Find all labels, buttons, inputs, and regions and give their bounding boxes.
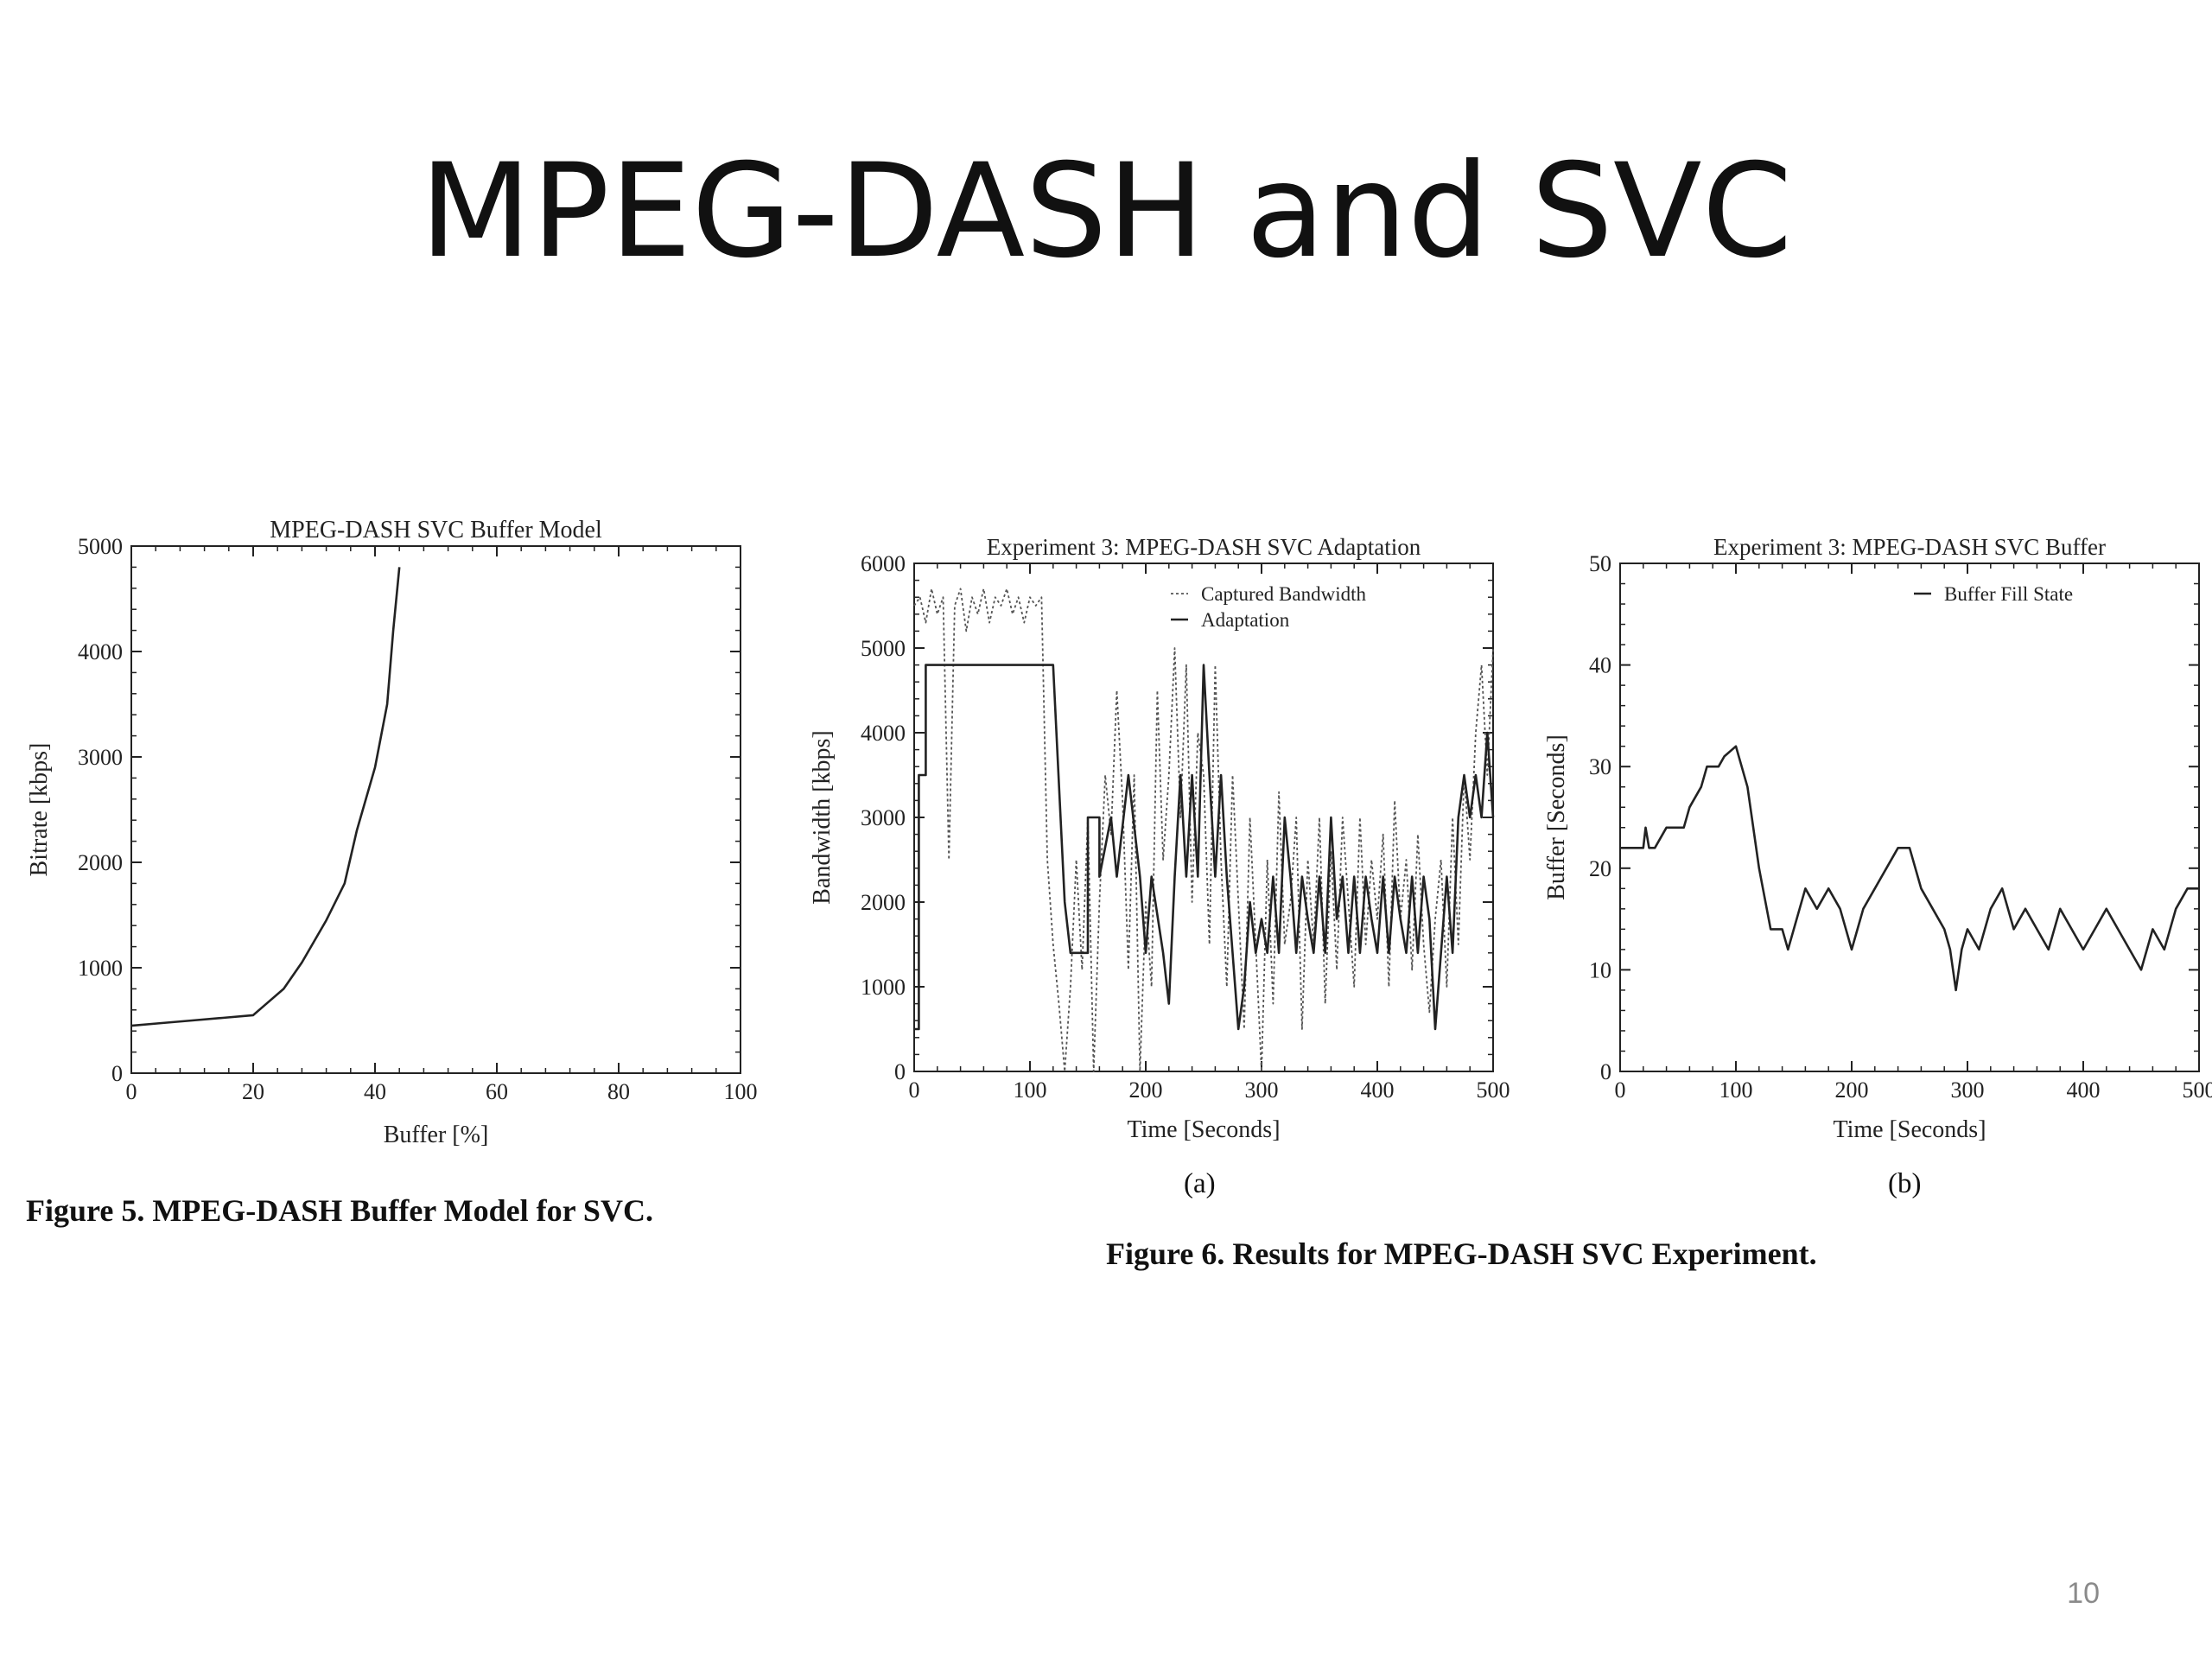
chart-title: Experiment 3: MPEG-DASH SVC Adaptation (987, 534, 1421, 560)
buffer-fill-chart: 0 100 200 300 400 500 0 10 20 30 40 50 Experiment 3:… (1543, 534, 2212, 1143)
y-tick-label: 2000 (861, 890, 906, 915)
series-line (130, 567, 401, 1027)
x-tick-label: 20 (242, 1079, 264, 1104)
y-tick-label: 0 (894, 1059, 906, 1084)
adaptation-chart: 0 100 200 300 400 500010002000300040005000600… (809, 534, 1510, 1143)
y-tick-label: 30 (1589, 754, 1611, 779)
y-tick-label: 4000 (78, 639, 123, 664)
x-tick-label: 60 (486, 1079, 508, 1104)
y-tick-label: 5000 (78, 534, 123, 559)
x-tick-label: 500 (1477, 1077, 1510, 1103)
x-tick-label: 300 (1245, 1077, 1279, 1103)
x-tick-label: 200 (1129, 1077, 1163, 1103)
y-tick-label: 0 (111, 1061, 123, 1086)
x-tick-label: 200 (1835, 1077, 1869, 1103)
slide-title: MPEG-DASH and SVC (419, 137, 1793, 287)
figure6-label-a: (a) (1184, 1168, 1216, 1199)
figure6-label-b: (b) (1888, 1168, 1922, 1199)
series-line-buffer-fill-state (1620, 745, 2199, 992)
x-tick-label: 300 (1951, 1077, 1985, 1103)
y-tick-label: 20 (1589, 856, 1611, 881)
y-axis-label: Bitrate [kbps] (26, 743, 53, 877)
chart-title: Experiment 3: MPEG-DASH SVC Buffer (1713, 534, 2106, 560)
y-tick-label: 1000 (861, 975, 906, 1000)
figure5-caption: Figure 5. MPEG-DASH Buffer Model for SVC… (26, 1193, 653, 1228)
x-tick-label: 100 (1014, 1077, 1047, 1103)
x-tick-label: 0 (1615, 1077, 1626, 1103)
plot-frame (130, 545, 741, 1074)
y-tick-label: 6000 (861, 551, 906, 576)
x-axis-label: Time [Seconds] (1833, 1116, 1986, 1143)
x-tick-label: 100 (1719, 1077, 1753, 1103)
x-axis-label: Time [Seconds] (1127, 1116, 1280, 1143)
y-tick-label: 10 (1589, 957, 1611, 982)
figure6-caption: Figure 6. Results for MPEG-DASH SVC Expe… (1106, 1236, 1817, 1271)
plot-frame (1619, 563, 2200, 1072)
x-tick-label: 100 (724, 1079, 758, 1104)
series-line-captured-bandwidth (913, 588, 1494, 1072)
y-tick-label: 50 (1589, 551, 1611, 576)
x-tick-label: 500 (2183, 1077, 2212, 1103)
x-tick-label: 40 (364, 1079, 386, 1104)
x-tick-label: 400 (2067, 1077, 2101, 1103)
y-tick-label: 40 (1589, 653, 1611, 678)
buffer-model-chart: 0 20 40 60 80 100010002000300040005000MPEG-DA… (26, 517, 758, 1148)
x-axis-label: Buffer [%] (384, 1122, 489, 1148)
y-tick-label: 2000 (78, 850, 123, 875)
y-tick-label: 5000 (861, 636, 906, 661)
legend-entry: Captured Bandwidth (1201, 583, 1366, 605)
x-tick-label: 400 (1361, 1077, 1395, 1103)
y-tick-label: 4000 (861, 721, 906, 746)
page-number: 10 (2067, 1577, 2100, 1610)
series-line-adaptation (914, 664, 1495, 1031)
x-tick-label: 80 (607, 1079, 630, 1104)
legend-entry: Buffer Fill State (1944, 583, 2073, 605)
y-tick-label: 3000 (861, 805, 906, 830)
y-tick-label: 0 (1600, 1059, 1611, 1084)
x-tick-label: 0 (126, 1079, 137, 1104)
chart-title: MPEG-DASH SVC Buffer Model (270, 517, 602, 543)
y-tick-label: 1000 (78, 956, 123, 981)
y-tick-label: 3000 (78, 745, 123, 770)
legend-entry: Adaptation (1201, 609, 1290, 631)
y-axis-label: Buffer [Seconds] (1543, 734, 1570, 900)
y-axis-label: Bandwidth [kbps] (809, 730, 836, 904)
x-tick-label: 0 (909, 1077, 920, 1103)
plot-frame (913, 563, 1494, 1072)
